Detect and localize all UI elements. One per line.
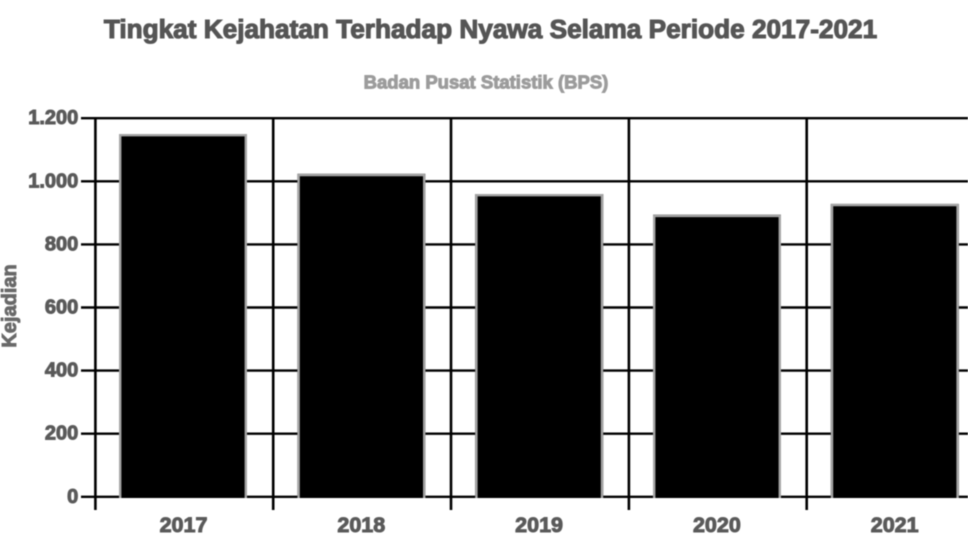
svg-text:2018: 2018: [337, 513, 385, 537]
svg-text:2020: 2020: [693, 513, 741, 537]
svg-text:2019: 2019: [515, 513, 563, 537]
svg-text:Kejadian: Kejadian: [0, 264, 21, 347]
svg-text:0: 0: [67, 486, 78, 508]
svg-text:200: 200: [45, 423, 78, 445]
svg-text:1.000: 1.000: [28, 170, 78, 192]
svg-text:1.200: 1.200: [28, 107, 78, 129]
svg-text:800: 800: [45, 233, 78, 255]
svg-text:Badan Pusat Statistik (BPS): Badan Pusat Statistik (BPS): [364, 72, 609, 93]
svg-text:2021: 2021: [871, 513, 919, 537]
svg-text:2017: 2017: [160, 513, 208, 537]
svg-text:600: 600: [45, 297, 78, 319]
svg-text:400: 400: [45, 360, 78, 382]
svg-text:Tingkat Kejahatan Terhadap Nya: Tingkat Kejahatan Terhadap Nyawa Selama …: [104, 14, 877, 44]
